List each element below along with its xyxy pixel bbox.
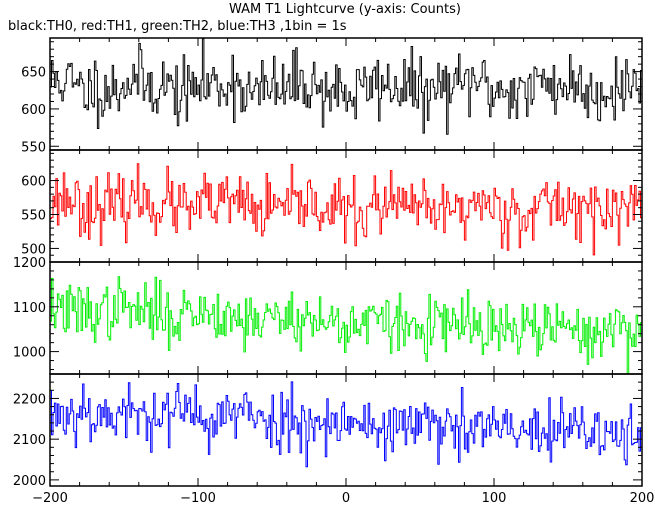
series-th1 <box>50 163 642 256</box>
y-tick-label: 1100 <box>13 301 46 316</box>
chart-subtitle: black:TH0, red:TH1, green:TH2, blue:TH3 … <box>8 19 347 34</box>
panels: 550 600 650 500 550 600 1000 1100 1200 2000 2100 22… <box>13 37 643 489</box>
panel-th1: 500 550 600 <box>21 149 643 263</box>
chart-title: WAM T1 Lightcurve (y-axis: Counts) <box>229 2 461 17</box>
y-tick-label: 1200 <box>13 256 46 271</box>
x-axis: −200 −100 0 100 200 <box>32 491 654 505</box>
y-tick-label: 2000 <box>13 474 46 489</box>
y-tick-label: 500 <box>21 242 46 257</box>
x-tick-label: −200 <box>32 491 68 505</box>
x-tick-label: −100 <box>180 491 216 505</box>
y-tick-label: 1000 <box>13 346 46 361</box>
y-tick-label: 650 <box>21 66 46 81</box>
x-tick-label: 0 <box>342 491 350 505</box>
y-tick-label: 550 <box>21 208 46 223</box>
series-th3 <box>50 381 642 468</box>
x-tick-label: 100 <box>482 491 507 505</box>
x-tick-label: 200 <box>630 491 655 505</box>
series-th0 <box>50 38 642 135</box>
panel-th3: 2000 2100 2200 <box>13 373 643 489</box>
y-tick-label: 600 <box>21 175 46 190</box>
series-th2 <box>50 276 642 374</box>
y-tick-label: 600 <box>21 103 46 118</box>
panel-th0: 550 600 650 <box>21 37 643 155</box>
y-tick-label: 2100 <box>13 433 46 448</box>
y-tick-label: 550 <box>21 140 46 155</box>
panel-th2: 1000 1100 1200 <box>13 256 643 375</box>
y-tick-label: 2200 <box>13 392 46 407</box>
